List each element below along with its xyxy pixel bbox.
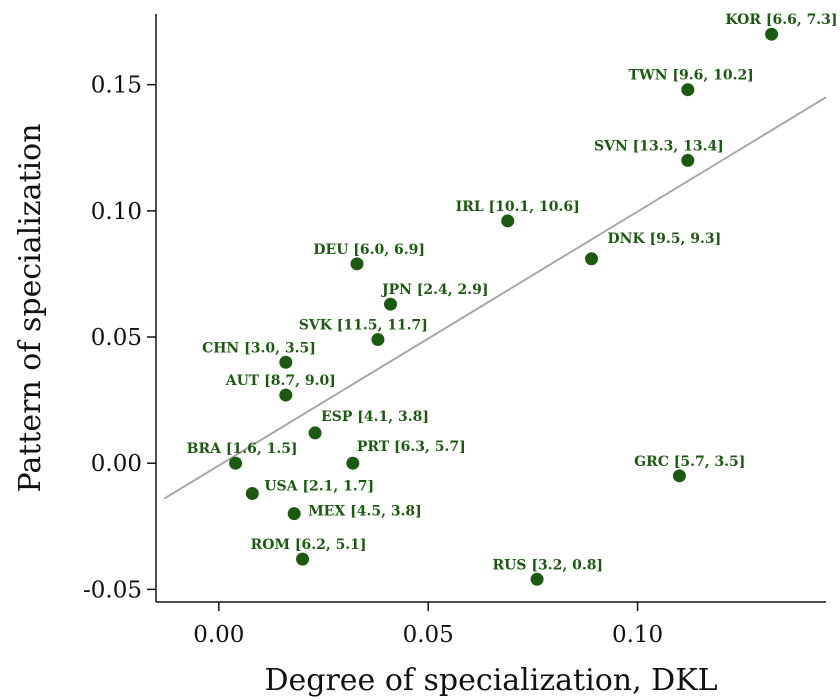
point-label-dnk: DNK [9.5, 9.3] [608,231,722,247]
point-label-irl: IRL [10.1, 10.6] [456,199,580,215]
y-tick-label: 0.05 [91,325,142,351]
data-point-mex [287,507,301,521]
x-tick-label: 0.10 [612,622,663,648]
x-tick-label: 0.00 [193,622,244,648]
point-label-usa: USA [2.1, 1.7] [264,478,374,494]
point-label-jpn: JPN [2.4, 2.9] [380,282,489,298]
data-point-aut [279,388,293,402]
point-label-rus: RUS [3.2, 0.8] [493,557,604,573]
data-point-prt [346,456,360,470]
point-label-chn: CHN [3.0, 3.5] [202,340,316,356]
y-tick-label: 0.00 [91,451,142,477]
point-label-kor: KOR [6.6, 7.3] [725,12,837,28]
x-tick-label: 0.05 [403,622,454,648]
data-point-grc [672,469,686,483]
data-point-esp [308,426,322,440]
y-ticks: -0.05 0.00 0.05 0.10 0.15 [83,73,156,603]
data-point-rus [530,572,544,586]
x-ticks: 0.00 0.05 0.10 [193,602,663,648]
point-label-deu: DEU [6.0, 6.9] [313,242,425,258]
data-point-jpn [384,297,397,311]
data-point-rom [296,552,310,566]
point-label-mex: MEX [4.5, 3.8] [308,504,422,520]
data-point-usa [245,486,259,500]
point-label-esp: ESP [4.1, 3.8] [321,409,429,425]
data-point-dnk [585,252,598,266]
point-label-svk: SVK [11.5, 11.7] [299,318,428,334]
data-points: KOR [6.6, 7.3] TWN [9.6, 10.2] SVN [13.3, … [187,12,838,586]
point-label-grc: GRC [5.7, 3.5] [634,454,745,470]
point-label-aut: AUT [8.7, 9.0] [225,373,336,389]
data-point-chn [279,355,293,369]
y-tick-label: 0.10 [91,199,142,225]
point-label-rom: ROM [6.2, 5.1] [251,537,367,553]
point-label-svn: SVN [13.3, 13.4] [594,138,724,154]
x-axis-title: Degree of specialization, DKL [264,663,717,698]
y-tick-label: 0.15 [91,73,142,99]
point-label-bra: BRA [1.6, 1.5] [187,441,298,457]
y-axis-title: Pattern of specialization [13,123,48,492]
data-point-twn [681,83,695,97]
y-tick-label: -0.05 [83,577,142,603]
data-point-kor [765,27,779,41]
point-label-prt: PRT [6.3, 5.7] [357,439,466,455]
data-point-irl [501,214,515,228]
data-point-bra [229,456,243,470]
data-point-svk [371,333,385,347]
fit-line [163,96,827,500]
data-point-deu [350,257,364,271]
point-label-twn: TWN [9.6, 10.2] [629,68,754,84]
data-point-svn [681,153,695,167]
